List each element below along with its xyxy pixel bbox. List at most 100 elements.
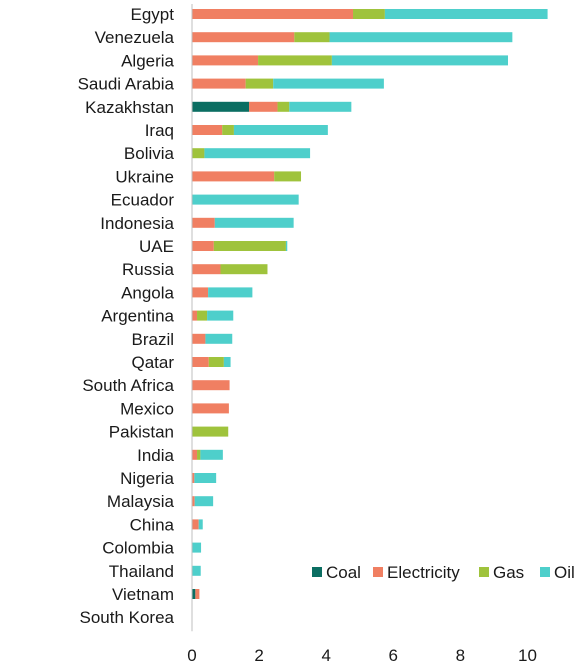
x-tick-label-4: 4 bbox=[321, 646, 330, 665]
category-label-thailand: Thailand bbox=[109, 562, 174, 581]
bar-segment-saudi-arabia-electricity bbox=[192, 78, 246, 89]
bar-segment-algeria-oil bbox=[331, 55, 508, 66]
bar-segment-venezuela-electricity bbox=[192, 32, 295, 43]
bar-segment-angola-electricity bbox=[192, 287, 209, 298]
bar-segment-malaysia-electricity bbox=[192, 496, 195, 507]
legend-swatch-electricity bbox=[373, 567, 383, 577]
legend-swatch-oil bbox=[540, 567, 550, 577]
bar-segment-india-electricity bbox=[192, 449, 198, 460]
legend-label-coal: Coal bbox=[326, 563, 361, 582]
bar-segment-angola-oil bbox=[208, 287, 253, 298]
bar-segment-brazil-oil bbox=[205, 333, 233, 344]
legend-label-oil: Oil bbox=[554, 563, 575, 582]
bar-segment-qatar-oil bbox=[223, 357, 231, 367]
category-label-kazakhstan: Kazakhstan bbox=[85, 98, 174, 117]
bar-segment-egypt-oil bbox=[384, 9, 548, 19]
bar-segment-algeria-gas bbox=[258, 55, 332, 66]
category-label-india: India bbox=[137, 446, 174, 465]
x-tick-label-8: 8 bbox=[456, 646, 465, 665]
x-tick-label-10: 10 bbox=[518, 646, 537, 665]
category-label-china: China bbox=[130, 515, 175, 534]
bar-segment-ecuador-oil bbox=[192, 194, 299, 205]
category-label-nigeria: Nigeria bbox=[120, 469, 174, 488]
bar-segment-argentina-electricity bbox=[192, 310, 198, 321]
bar-segment-venezuela-oil bbox=[329, 32, 513, 43]
bar-segment-ukraine-electricity bbox=[192, 171, 275, 182]
legend: Coal Electricity Gas Oil bbox=[312, 563, 575, 582]
bar-segment-russia-electricity bbox=[192, 264, 221, 275]
category-label-pakistan: Pakistan bbox=[109, 423, 174, 442]
bar-segment-qatar-electricity bbox=[192, 357, 209, 367]
legend-swatch-coal bbox=[312, 567, 322, 577]
category-label-iraq: Iraq bbox=[145, 121, 174, 140]
bar-segment-india-oil bbox=[200, 449, 223, 460]
legend-swatch-gas bbox=[479, 567, 489, 577]
bar-segment-qatar-gas bbox=[208, 357, 224, 367]
category-label-south-africa: South Africa bbox=[82, 376, 174, 395]
bar-segment-indonesia-oil bbox=[214, 217, 294, 228]
bar-segment-kazakhstan-gas bbox=[277, 101, 290, 112]
bar-segment-iraq-electricity bbox=[192, 125, 223, 135]
category-label-argentina: Argentina bbox=[101, 307, 174, 326]
category-label-venezuela: Venezuela bbox=[95, 28, 175, 47]
category-label-algeria: Algeria bbox=[121, 51, 174, 70]
category-label-angola: Angola bbox=[121, 283, 174, 302]
x-tick-label-6: 6 bbox=[389, 646, 398, 665]
category-label-colombia: Colombia bbox=[102, 539, 174, 558]
bar-segment-argentina-gas bbox=[197, 310, 208, 321]
bar-segment-kazakhstan-coal bbox=[192, 101, 250, 112]
bar-segment-indonesia-electricity bbox=[192, 217, 215, 228]
category-label-bolivia: Bolivia bbox=[124, 144, 175, 163]
bar-segment-algeria-electricity bbox=[192, 55, 259, 66]
bar-segment-argentina-oil bbox=[207, 310, 234, 321]
bar-segment-nigeria-oil bbox=[194, 473, 217, 483]
bar-segment-vietnam-coal bbox=[192, 589, 196, 599]
category-label-indonesia: Indonesia bbox=[100, 214, 174, 233]
bar-segment-china-electricity bbox=[192, 519, 199, 530]
x-axis-ticks: 0 2 4 6 8 10 bbox=[187, 646, 537, 665]
bar-segment-bolivia-oil bbox=[204, 148, 311, 159]
category-label-egypt: Egypt bbox=[131, 5, 175, 24]
bar-segment-saudi-arabia-oil bbox=[273, 78, 384, 89]
bar-segment-uae-gas bbox=[213, 241, 286, 251]
bars-layer bbox=[192, 9, 548, 599]
bar-segment-bolivia-gas bbox=[192, 148, 205, 159]
x-tick-label-2: 2 bbox=[254, 646, 263, 665]
bar-segment-egypt-gas bbox=[353, 9, 385, 19]
category-label-mexico: Mexico bbox=[120, 399, 174, 418]
bar-segment-thailand-oil bbox=[192, 565, 201, 576]
legend-label-electricity: Electricity bbox=[387, 563, 460, 582]
bar-segment-malaysia-oil bbox=[194, 496, 214, 507]
category-label-ukraine: Ukraine bbox=[115, 167, 174, 186]
bar-segment-south-africa-electricity bbox=[192, 380, 230, 391]
bar-segment-nigeria-electricity bbox=[192, 473, 195, 483]
bar-segment-iraq-gas bbox=[222, 125, 234, 135]
category-label-brazil: Brazil bbox=[131, 330, 174, 349]
category-labels: Egypt Venezuela Algeria Saudi Arabia Kazakhs… bbox=[78, 5, 175, 627]
bar-segment-venezuela-gas bbox=[294, 32, 330, 43]
bar-segment-china-oil bbox=[198, 519, 203, 530]
bar-segment-india-gas bbox=[197, 449, 201, 460]
bar-segment-egypt-electricity bbox=[192, 9, 354, 19]
bar-segment-iraq-oil bbox=[233, 125, 328, 135]
bar-segment-ukraine-gas bbox=[274, 171, 302, 182]
category-label-vietnam: Vietnam bbox=[112, 585, 174, 604]
bar-segment-russia-gas bbox=[220, 264, 268, 275]
bar-segment-colombia-oil bbox=[192, 542, 202, 553]
bar-segment-kazakhstan-oil bbox=[289, 101, 352, 112]
bar-segment-brazil-electricity bbox=[192, 333, 206, 344]
legend-label-gas: Gas bbox=[493, 563, 524, 582]
category-label-uae: UAE bbox=[139, 237, 174, 256]
category-label-malaysia: Malaysia bbox=[107, 492, 175, 511]
bar-segment-pakistan-gas bbox=[192, 426, 229, 437]
category-label-russia: Russia bbox=[122, 260, 175, 279]
category-label-ecuador: Ecuador bbox=[111, 191, 175, 210]
category-label-saudi-arabia: Saudi Arabia bbox=[78, 75, 175, 94]
x-tick-label-0: 0 bbox=[187, 646, 196, 665]
bar-segment-kazakhstan-electricity bbox=[249, 101, 278, 112]
category-label-qatar: Qatar bbox=[131, 353, 174, 372]
bar-segment-vietnam-electricity bbox=[195, 589, 200, 599]
category-label-south-korea: South Korea bbox=[79, 608, 174, 627]
